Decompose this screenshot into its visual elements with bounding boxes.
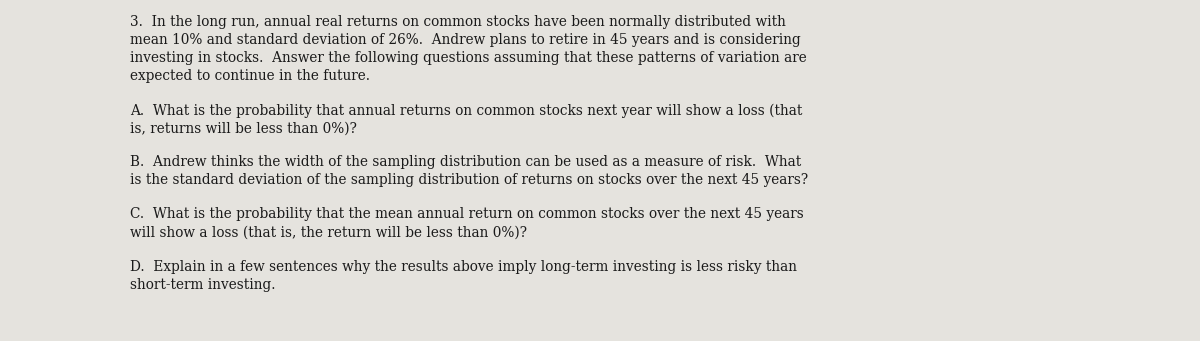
Text: B.  Andrew thinks the width of the sampling distribution can be used as a measur: B. Andrew thinks the width of the sampli…	[130, 155, 800, 169]
Text: C.  What is the probability that the mean annual return on common stocks over th: C. What is the probability that the mean…	[130, 207, 803, 221]
Text: is the standard deviation of the sampling distribution of returns on stocks over: is the standard deviation of the samplin…	[130, 174, 808, 188]
Text: mean 10% and standard deviation of 26%.  Andrew plans to retire in 45 years and : mean 10% and standard deviation of 26%. …	[130, 33, 800, 47]
Text: short-term investing.: short-term investing.	[130, 278, 275, 292]
Text: D.  Explain in a few sentences why the results above imply long-term investing i: D. Explain in a few sentences why the re…	[130, 260, 797, 273]
Text: investing in stocks.  Answer the following questions assuming that these pattern: investing in stocks. Answer the followin…	[130, 51, 806, 65]
Text: is, returns will be less than 0%)?: is, returns will be less than 0%)?	[130, 121, 356, 135]
Text: expected to continue in the future.: expected to continue in the future.	[130, 69, 370, 83]
Text: A.  What is the probability that annual returns on common stocks next year will : A. What is the probability that annual r…	[130, 103, 802, 118]
Text: will show a loss (that is, the return will be less than 0%)?: will show a loss (that is, the return wi…	[130, 225, 527, 239]
Text: 3.  In the long run, annual real returns on common stocks have been normally dis: 3. In the long run, annual real returns …	[130, 15, 786, 29]
